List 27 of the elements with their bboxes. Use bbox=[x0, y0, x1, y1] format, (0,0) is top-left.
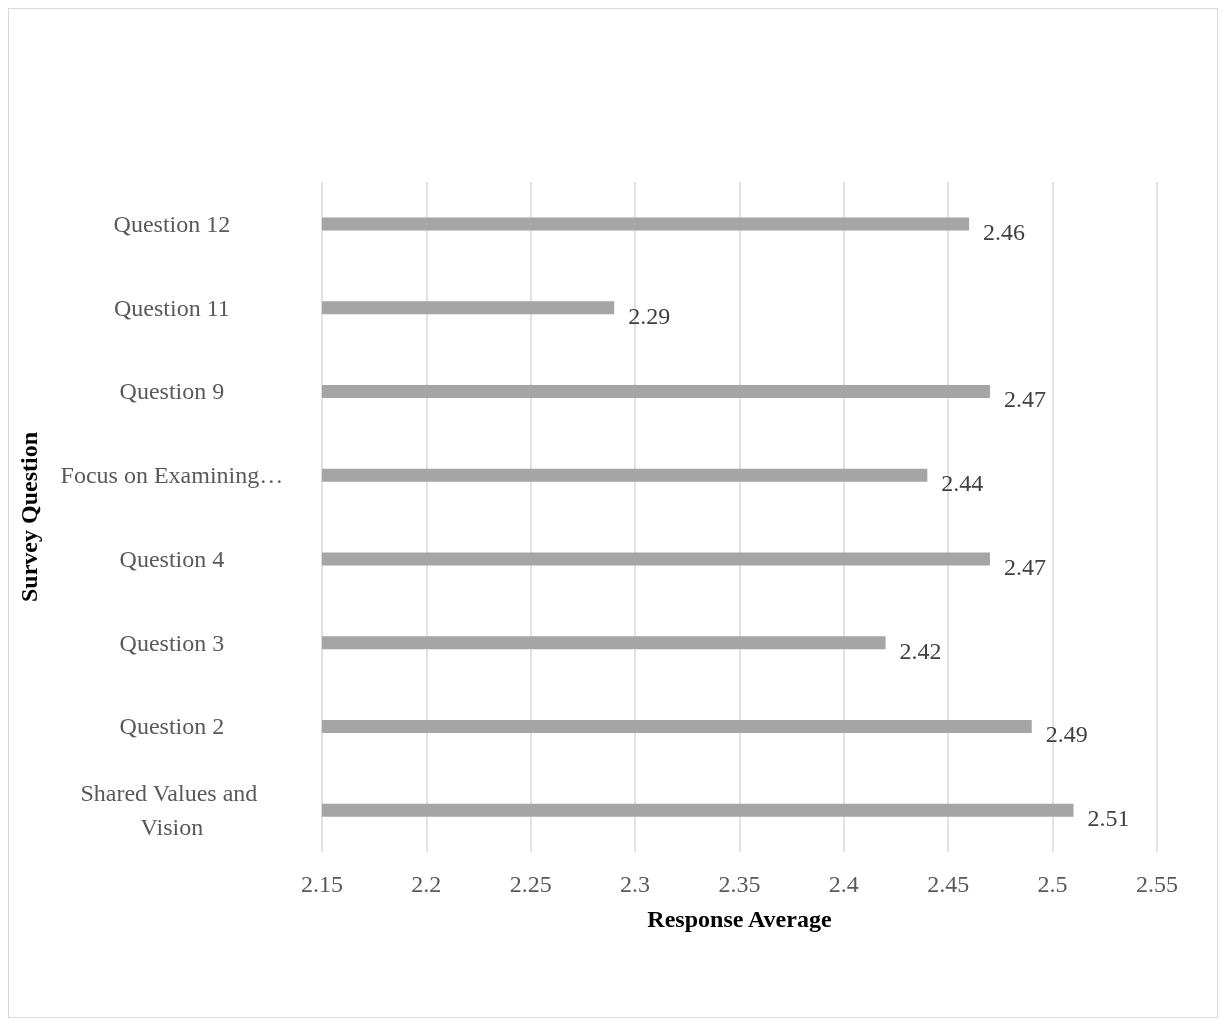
data-label: 2.47 bbox=[1003, 553, 1046, 580]
x-tick-label: 2.5 bbox=[1037, 871, 1068, 897]
x-tick-label: 2.25 bbox=[509, 871, 552, 897]
y-tick-label: Shared Values and Vision bbox=[80, 780, 264, 841]
data-label: 2.51 bbox=[1087, 805, 1130, 832]
y-tick-label: Focus on Examining… bbox=[60, 462, 284, 489]
y-tick-label: Question 4 bbox=[119, 545, 225, 572]
data-label: 2.49 bbox=[1045, 721, 1088, 748]
data-label: 2.42 bbox=[899, 637, 942, 664]
y-tick-label: Question 12 bbox=[113, 210, 231, 237]
x-tick-label: 2.55 bbox=[1136, 871, 1178, 897]
data-label: 2.46 bbox=[983, 218, 1026, 245]
y-tick-label: Question 9 bbox=[119, 378, 225, 405]
x-axis-title: Response Average bbox=[647, 906, 832, 932]
y-tick-label: Question 2 bbox=[119, 713, 225, 740]
x-tick-label: 2.45 bbox=[927, 871, 970, 897]
y-tick-label: Question 3 bbox=[119, 629, 225, 656]
data-label: 2.29 bbox=[628, 302, 671, 329]
x-tick-label: 2.15 bbox=[300, 871, 343, 897]
y-axis-title: Survey Question bbox=[16, 431, 42, 603]
x-tick-label: 2.35 bbox=[718, 871, 761, 897]
x-tick-label: 2.2 bbox=[411, 871, 442, 897]
x-tick-label: 2.4 bbox=[828, 871, 859, 897]
x-tick-label: 2.3 bbox=[620, 871, 651, 897]
y-tick-label: Question 11 bbox=[114, 294, 230, 321]
data-label: 2.47 bbox=[1003, 386, 1046, 413]
data-label: 2.44 bbox=[941, 470, 984, 497]
